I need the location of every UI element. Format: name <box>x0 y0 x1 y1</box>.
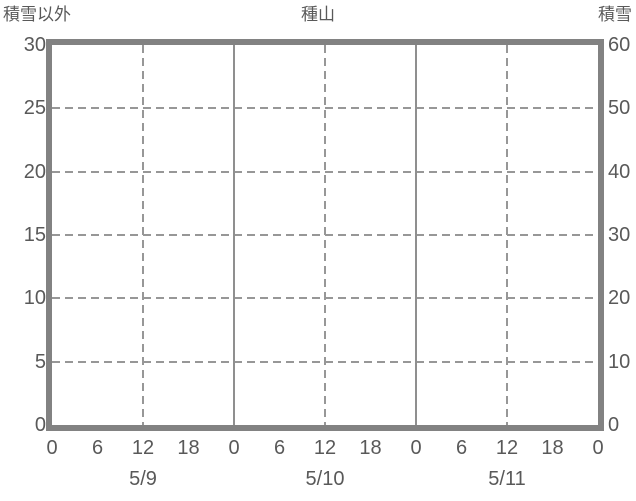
x-hour-tick-label: 0 <box>410 437 422 459</box>
y-right-tick-label: 20 <box>608 287 631 310</box>
y-left-tick-label: 10 <box>23 287 46 310</box>
vertical-gridline-solid <box>233 45 235 425</box>
x-hour-tick-label: 18 <box>359 437 382 459</box>
left-axis-title: 積雪以外 <box>3 5 71 24</box>
chart-title: 種山 <box>301 5 335 24</box>
x-day-label: 5/9 <box>129 468 157 490</box>
y-left-tick-label: 15 <box>23 224 46 246</box>
vertical-gridline-dashed <box>506 45 508 425</box>
y-right-tick-label: 40 <box>608 160 631 183</box>
x-hour-tick-label: 0 <box>228 437 240 459</box>
y-left-tick-label: 0 <box>34 414 46 436</box>
y-left-tick-label: 20 <box>23 160 46 183</box>
x-hour-tick-label: 0 <box>592 437 604 459</box>
y-right-tick-label: 0 <box>608 414 620 436</box>
y-left-tick-label: 25 <box>23 97 46 120</box>
vertical-gridline-dashed <box>142 45 144 425</box>
vertical-gridline-solid <box>415 45 417 425</box>
y-right-tick-label: 50 <box>608 97 631 120</box>
right-axis-title: 積雪 <box>598 5 632 24</box>
x-hour-tick-label: 6 <box>455 437 468 459</box>
y-right-tick-label: 30 <box>608 224 631 246</box>
x-hour-tick-label: 18 <box>541 437 564 459</box>
x-hour-tick-label: 12 <box>495 437 519 459</box>
x-day-label: 5/11 <box>488 468 526 490</box>
x-hour-tick-label: 6 <box>91 437 104 459</box>
y-right-tick-label: 60 <box>608 34 631 56</box>
vertical-gridline-dashed <box>324 45 326 425</box>
y-left-tick-label: 5 <box>34 350 46 373</box>
x-hour-tick-label: 12 <box>131 437 155 459</box>
y-right-tick-label: 10 <box>608 350 631 373</box>
x-day-label: 5/10 <box>305 468 345 490</box>
x-hour-tick-label: 18 <box>177 437 200 459</box>
plot-area <box>46 39 604 431</box>
x-hour-tick-label: 12 <box>313 437 337 459</box>
y-left-tick-label: 30 <box>23 34 46 56</box>
x-hour-tick-label: 0 <box>46 437 58 459</box>
x-hour-tick-label: 6 <box>273 437 286 459</box>
